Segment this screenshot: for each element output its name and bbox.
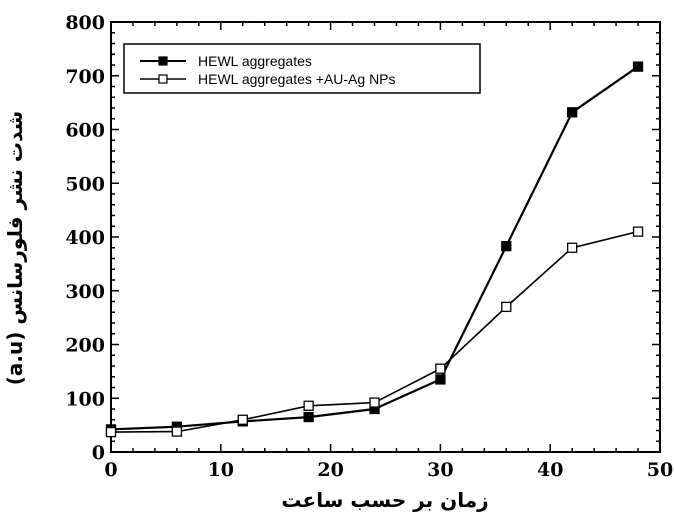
legend-label-series-1: HEWL aggregates [198, 53, 312, 69]
series-1-point [567, 107, 578, 118]
legend-label-series-2: HEWL aggregates +AU-Ag NPs [198, 71, 396, 87]
y-tick-label: 700 [65, 66, 105, 88]
y-tick-label: 400 [65, 227, 105, 249]
legend: HEWL aggregates HEWL aggregates +AU-Ag N… [123, 43, 481, 94]
y-tick-label: 800 [65, 12, 105, 34]
x-tick-label: 50 [647, 459, 673, 481]
x-tick-label: 30 [427, 459, 453, 481]
series-2-point [435, 363, 446, 374]
legend-marker-series-1 [158, 56, 168, 66]
x-tick-label: 40 [537, 459, 563, 481]
series-1-point [303, 411, 314, 423]
legend-box [123, 43, 481, 94]
series-2 [105, 226, 644, 438]
series-1-point [501, 240, 512, 252]
series-layer [105, 61, 644, 438]
y-tick-label: 100 [65, 388, 105, 410]
series-2-point [105, 426, 117, 438]
x-tick-label: 0 [104, 459, 117, 481]
series-2-point [567, 242, 578, 253]
series-1-line [110, 65, 639, 431]
x-axis-label: زمان بر حسب ساعت [281, 488, 488, 512]
legend-marker-series-2 [158, 74, 168, 84]
series-1-point [632, 61, 644, 72]
y-axis-label: شدت نشر فلورسانس (a.u) [3, 111, 27, 385]
y-tick-label: 500 [65, 173, 105, 195]
series-2-point [501, 301, 512, 313]
axis-ticks [110, 21, 661, 453]
series-2-point [303, 400, 314, 411]
series-2-point [171, 426, 183, 437]
y-tick-label: 0 [92, 442, 105, 464]
y-tick-label: 600 [65, 120, 105, 142]
x-tick-label: 20 [317, 459, 343, 481]
x-tick-label: 10 [208, 459, 234, 481]
series-2-point [237, 414, 248, 425]
y-tick-label: 300 [65, 281, 105, 303]
series-2-point [632, 226, 644, 237]
series-1 [105, 61, 644, 435]
y-tick-label: 200 [65, 335, 105, 357]
series-1-point [435, 374, 446, 385]
series-2-point [369, 397, 380, 408]
